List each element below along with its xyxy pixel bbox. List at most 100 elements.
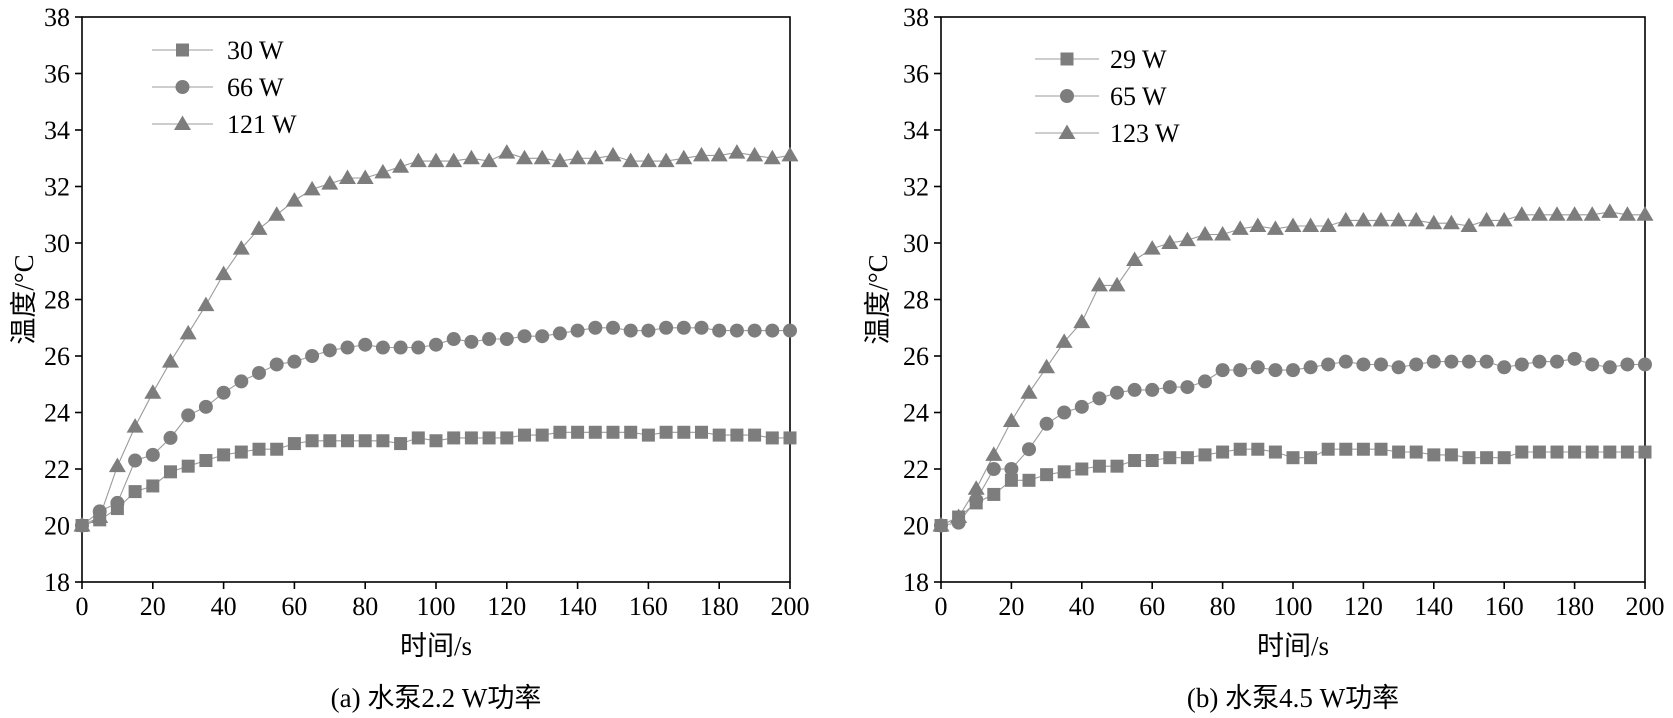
series-group [932, 203, 1654, 533]
data-point-30w [411, 431, 425, 445]
data-point-121w [763, 149, 781, 165]
legend-marker [1060, 89, 1074, 103]
data-point-121w [356, 169, 374, 185]
data-point-30w [181, 459, 195, 473]
data-point-29w [1233, 442, 1247, 456]
y-tick-label: 28 [903, 286, 929, 315]
legend-marker [1058, 124, 1076, 139]
data-point-29w [1550, 445, 1564, 459]
data-point-123w [1618, 206, 1636, 221]
data-point-123w [985, 446, 1003, 461]
data-point-121w [657, 152, 675, 168]
data-point-30w [376, 434, 390, 448]
data-point-121w [728, 144, 746, 159]
data-point-30w [146, 479, 160, 493]
data-point-66w [552, 326, 567, 341]
data-point-121w [268, 206, 286, 221]
data-point-123w [932, 517, 950, 532]
data-point-123w [1548, 206, 1566, 221]
data-point-121w [622, 152, 640, 168]
data-point-30w [606, 425, 620, 439]
data-point-66w [110, 495, 125, 510]
data-point-29w [1480, 451, 1494, 465]
x-axis-label: 时间/s [1257, 631, 1329, 661]
data-point-65w [986, 462, 1001, 476]
data-point-123w [1566, 206, 1584, 221]
data-point-65w [1004, 462, 1019, 476]
data-point-121w [427, 152, 445, 168]
y-axis-label: 温度/°C [9, 254, 39, 344]
data-point-123w [1161, 234, 1179, 249]
data-point-121w [144, 384, 162, 399]
data-point-29w [1075, 462, 1089, 476]
data-point-123w [1038, 358, 1056, 374]
y-tick-label: 20 [44, 512, 70, 541]
data-point-123w [1073, 313, 1091, 329]
data-point-30w [358, 434, 372, 448]
y-tick-label: 24 [903, 399, 929, 428]
data-point-66w [499, 332, 514, 347]
legend: 30 W 66 W 121 W [152, 36, 297, 139]
series-line-65w [940, 358, 1645, 527]
data-point-65w [1092, 391, 1107, 406]
data-point-123w [1055, 333, 1073, 348]
data-point-29w [1251, 442, 1265, 456]
data-point-29w [1145, 454, 1159, 468]
data-point-121w [462, 149, 480, 165]
y-tick-label: 34 [44, 116, 70, 145]
plot-frame [940, 16, 1646, 583]
data-point-123w [1249, 217, 1267, 233]
data-point-65w [1497, 360, 1512, 375]
data-point-66w [570, 323, 585, 338]
data-point-121w [675, 149, 693, 165]
legend-item-65w: 65 W [1035, 82, 1167, 111]
x-tick-label: 120 [487, 592, 526, 621]
data-point-66w [694, 320, 709, 335]
legend-marker [176, 43, 189, 57]
x-tick-label: 120 [1344, 592, 1383, 621]
y-tick-label: 34 [903, 116, 929, 145]
data-point-29w [1585, 445, 1599, 459]
legend-item-123w: 123 W [1035, 119, 1180, 148]
x-tick-label: 40 [211, 592, 237, 621]
y-tick-label: 26 [903, 342, 929, 371]
data-point-121w [533, 149, 551, 165]
x-tick-label: 180 [700, 592, 739, 621]
data-point-123w [1460, 217, 1478, 233]
data-point-65w [1303, 360, 1318, 375]
data-point-123w [1108, 276, 1126, 292]
data-point-65w [1374, 357, 1388, 372]
y-tick-label: 26 [44, 342, 70, 371]
data-point-123w [1337, 211, 1355, 227]
data-point-66w [659, 320, 674, 335]
y-tick-label: 36 [44, 60, 70, 89]
data-point-121w [197, 296, 215, 312]
data-point-123w [1178, 231, 1196, 247]
data-point-123w [1530, 206, 1548, 221]
data-point-66w [588, 320, 603, 335]
data-point-121w [285, 192, 303, 207]
legend-marker [174, 115, 191, 130]
data-point-121w [108, 457, 126, 473]
data-point-30w [234, 445, 248, 459]
data-point-123w [967, 480, 985, 495]
data-point-123w [1126, 251, 1144, 266]
data-point-123w [1143, 240, 1161, 255]
data-point-66w [765, 323, 780, 338]
legend-label: 29 W [1110, 45, 1167, 74]
data-point-65w [1338, 354, 1353, 369]
x-tick-label: 20 [998, 592, 1024, 621]
data-point-121w [91, 508, 109, 524]
data-point-123w [1478, 211, 1496, 227]
data-point-123w [1302, 217, 1320, 233]
data-point-30w [199, 454, 213, 468]
data-point-123w [1002, 412, 1020, 427]
data-point-66w [517, 329, 532, 344]
data-point-65w [1426, 354, 1441, 369]
data-point-123w [1266, 220, 1284, 235]
data-point-123w [1196, 226, 1214, 241]
data-point-65w [1409, 357, 1424, 372]
data-point-29w [1040, 468, 1054, 482]
